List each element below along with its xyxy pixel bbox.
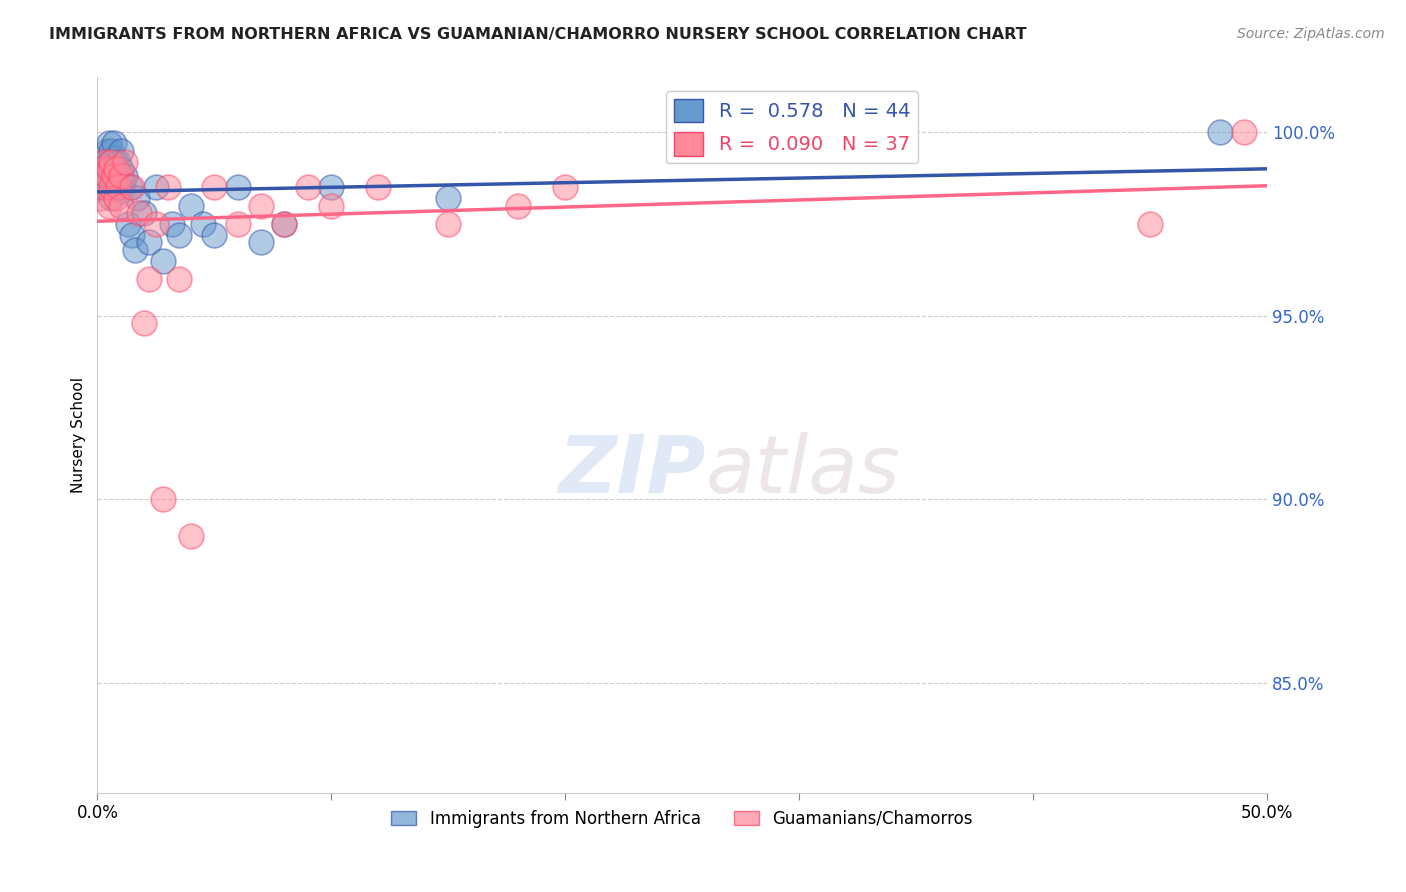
Point <box>100 162 122 177</box>
Point <box>202 180 225 194</box>
Point <box>98 136 121 151</box>
Text: ZIP: ZIP <box>558 432 706 510</box>
Text: Source: ZipAtlas.com: Source: ZipAtlas.com <box>1237 27 1385 41</box>
Point <box>120 180 142 194</box>
Point <box>321 180 343 194</box>
Point <box>508 199 530 213</box>
Point <box>138 272 160 286</box>
Y-axis label: Nursery School: Nursery School <box>72 377 86 493</box>
Point <box>273 217 295 231</box>
Point <box>105 162 128 177</box>
Legend: Immigrants from Northern Africa, Guamanians/Chamorros: Immigrants from Northern Africa, Guamani… <box>385 803 980 834</box>
Point <box>437 217 460 231</box>
Point <box>91 162 114 177</box>
Point <box>114 154 136 169</box>
Point <box>96 169 118 184</box>
Point <box>180 529 202 543</box>
Point <box>250 199 273 213</box>
Point <box>103 169 125 184</box>
Point <box>93 154 115 169</box>
Point <box>226 217 249 231</box>
Point <box>226 180 249 194</box>
Point <box>91 162 114 177</box>
Point <box>167 272 190 286</box>
Text: IMMIGRANTS FROM NORTHERN AFRICA VS GUAMANIAN/CHAMORRO NURSERY SCHOOL CORRELATION: IMMIGRANTS FROM NORTHERN AFRICA VS GUAMA… <box>49 27 1026 42</box>
Point <box>110 169 132 184</box>
Point <box>297 180 319 194</box>
Point <box>93 180 115 194</box>
Point <box>167 228 190 243</box>
Point <box>127 192 149 206</box>
Point <box>110 162 132 177</box>
Point <box>156 180 179 194</box>
Point <box>145 217 167 231</box>
Point <box>100 180 122 194</box>
Point <box>160 217 183 231</box>
Point <box>100 154 122 169</box>
Text: atlas: atlas <box>706 432 900 510</box>
Point <box>114 169 136 184</box>
Point <box>100 144 122 158</box>
Point <box>98 199 121 213</box>
Point <box>152 492 174 507</box>
Point <box>117 217 139 231</box>
Point <box>134 206 156 220</box>
Point <box>105 192 128 206</box>
Point <box>105 162 128 177</box>
Point <box>103 169 125 184</box>
Point <box>437 192 460 206</box>
Point <box>250 235 273 250</box>
Point <box>1139 217 1161 231</box>
Point <box>134 316 156 330</box>
Point <box>89 180 111 194</box>
Point <box>321 199 343 213</box>
Point <box>98 162 121 177</box>
Point <box>191 217 214 231</box>
Point <box>138 235 160 250</box>
Point <box>152 253 174 268</box>
Point <box>554 180 576 194</box>
Point <box>110 144 132 158</box>
Point <box>112 177 135 191</box>
Point <box>1232 125 1254 139</box>
Point <box>107 180 129 194</box>
Point <box>110 199 132 213</box>
Point <box>124 243 146 257</box>
Point <box>98 169 121 184</box>
Point <box>1209 125 1232 139</box>
Point <box>107 173 129 187</box>
Point <box>93 154 115 169</box>
Point <box>89 192 111 206</box>
Point <box>121 228 143 243</box>
Point <box>202 228 225 243</box>
Point <box>180 199 202 213</box>
Point <box>107 154 129 169</box>
Point <box>110 184 132 198</box>
Point <box>273 217 295 231</box>
Point <box>98 154 121 169</box>
Point <box>103 136 125 151</box>
Point <box>103 151 125 165</box>
Point <box>96 180 118 194</box>
Point <box>105 180 128 194</box>
Point <box>96 144 118 158</box>
Point <box>100 192 122 206</box>
Point <box>145 180 167 194</box>
Point <box>121 180 143 194</box>
Point <box>367 180 389 194</box>
Point <box>93 169 115 184</box>
Point <box>128 206 150 220</box>
